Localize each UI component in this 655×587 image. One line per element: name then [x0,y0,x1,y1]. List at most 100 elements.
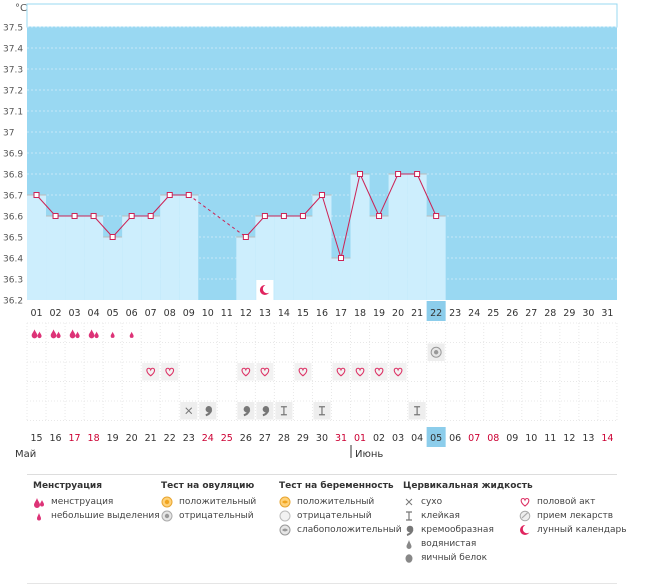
legend-label: яичный белок [421,553,488,563]
temperature-segment [416,173,437,217]
calendar-date-row: 15 16 17 18 19 20 21 22 23 24 25 26 27 28 29 30 31 01 02 03… [30,427,613,447]
heart-icon [298,367,308,377]
heart-icon [393,367,403,377]
date-label: 30 [316,433,328,444]
legend-label: прием лекарств [537,511,614,521]
drops-icon [33,496,45,508]
temperature-point [242,234,249,240]
heart-icon [519,496,531,508]
cycle-day-label: 25 [487,308,499,319]
symptom-marks [31,329,445,420]
cycle-day-label: 03 [69,308,81,319]
legend-item: половой акт [519,495,627,509]
date-label: 05 [430,433,442,444]
temperature-segment [112,215,133,238]
month-label-may: Май [15,449,36,460]
temperature-points [33,171,440,300]
legend-label: водянистая [421,539,477,549]
mark-cell-bg [389,363,407,381]
temperature-bar [160,195,180,300]
y-tick-label: 37 [3,129,14,139]
y-tick-label: 36.2 [3,297,23,307]
dry-icon [185,407,193,415]
mark-cell-bg [294,363,312,381]
cycle-day-label: 24 [468,308,480,319]
date-label: 16 [49,433,61,444]
cycle-day-label: 20 [392,308,404,319]
temperature-bar [331,258,351,300]
creamy-icon-tail [205,409,213,417]
sticky-icon [414,406,421,416]
moon-icon [519,524,531,536]
mark-cell-bg [332,363,350,381]
y-tick-label: 37.3 [3,66,23,76]
temperature-bar [255,216,275,300]
cycle-day-label: 16 [316,308,328,319]
cycle-day-label: 14 [278,308,290,319]
menstruation-light-icon [110,331,115,338]
date-label: 06 [449,433,461,444]
legend-item: менструация [33,495,160,509]
pill-icon [519,510,531,522]
date-highlight [426,427,446,447]
drop-icon [33,510,45,522]
menstruation-heavy-icon [69,329,76,339]
temperature-bar [103,237,123,300]
temperature-point [318,192,325,198]
temperature-point [52,213,59,219]
date-label: 17 [69,433,81,444]
cycle-day-label: 30 [582,308,594,319]
date-label: 08 [487,433,499,444]
pregnancy-negative-icon [279,510,291,522]
date-label: 01 [354,433,366,444]
date-label: 18 [88,433,100,444]
temperature-bar [236,237,256,300]
mark-cell-bg [161,363,179,381]
temperature-bar [84,216,104,300]
legend-item: небольшие выделения [33,509,160,523]
date-label: 03 [392,433,404,444]
sticky-icon [403,510,415,522]
cycle-day-label: 22 [430,308,442,319]
cycle-day-label: 13 [259,308,271,319]
temperature-point [280,213,287,219]
legend-title: Тест на овуляцию [161,481,255,491]
cycle-day-highlight [426,301,446,321]
legend-item: клейкая [403,509,533,523]
temperature-point [395,171,402,177]
y-tick-label: 37.2 [3,87,23,97]
y-tick-label: 36.4 [3,255,23,265]
heart-icon [165,367,175,377]
legend-cervical-fluid: Цервикальная жидкость сухо клейкая кремо… [403,481,533,565]
legend-label: лунный календарь [537,525,627,535]
y-tick-label: 37.5 [3,24,23,34]
date-label: 24 [202,433,214,444]
y-tick-label: 37.4 [3,45,23,55]
y-tick-label: 37.1 [3,108,23,118]
date-label: 20 [126,433,138,444]
temperature-bar [27,195,47,300]
y-axis-ticks: 36.2 36.3 36.4 36.5 36.6 36.7 36.8 36.9 37 37.1 37… [3,24,23,307]
cycle-day-label: 23 [449,308,461,319]
date-label: 04 [411,433,423,444]
date-label: 23 [183,433,195,444]
date-label: 28 [278,433,290,444]
temperature-segment [150,194,171,217]
menstruation-heavy-icon [88,329,95,339]
cycle-day-label: 27 [525,308,537,319]
temperature-point [166,192,173,198]
date-label: 11 [544,433,556,444]
date-label: 21 [145,433,157,444]
chart-top-band [26,3,618,28]
legend-item: лунный календарь [519,523,627,537]
temperature-segment [359,173,380,217]
cycle-day-label: 19 [373,308,385,319]
y-tick-label: 36.7 [3,192,23,202]
date-label: 19 [107,433,119,444]
date-label: 27 [259,433,271,444]
egg-white-icon [403,552,415,564]
temperature-point [357,171,364,177]
date-label: 13 [582,433,594,444]
date-label: 09 [506,433,518,444]
